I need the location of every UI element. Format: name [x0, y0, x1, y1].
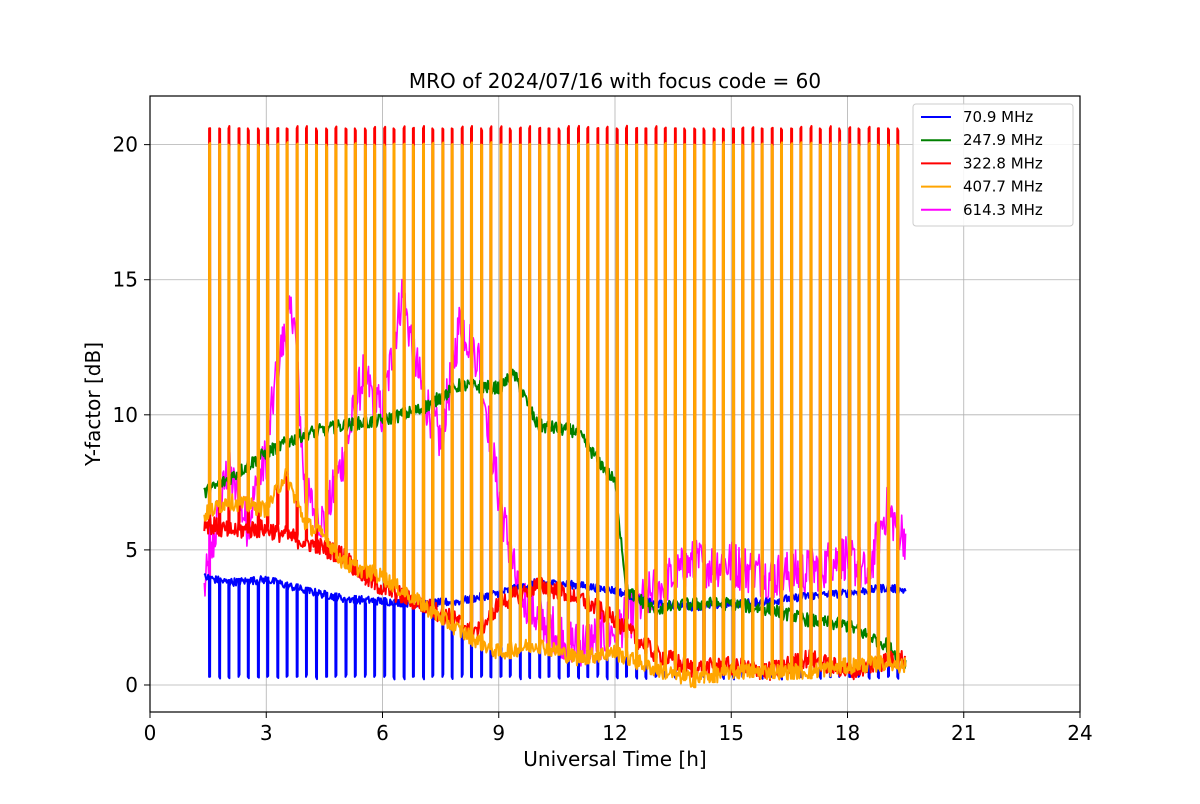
series-0 [203, 572, 907, 681]
y-tick-label: 15 [113, 268, 138, 292]
series-3 [203, 140, 907, 689]
legend-entry: 322.8 MHz [963, 154, 1043, 172]
y-tick-label: 0 [125, 673, 138, 697]
x-tick-label: 18 [835, 721, 860, 745]
series-1 [203, 368, 907, 670]
x-tick-label: 0 [144, 721, 157, 745]
legend-entry: 614.3 MHz [963, 201, 1043, 219]
series-line [203, 572, 907, 681]
chart-title: MRO of 2024/07/16 with focus code = 60 [409, 69, 821, 93]
x-axis-label: Universal Time [h] [523, 747, 706, 771]
x-tick-label: 9 [492, 721, 505, 745]
y-tick-label: 5 [125, 538, 138, 562]
series-group [203, 124, 907, 689]
legend-entry: 70.9 MHz [963, 108, 1033, 126]
x-tick-label: 6 [376, 721, 389, 745]
series-line [203, 368, 907, 670]
x-tick-label: 12 [602, 721, 627, 745]
y-tick-label: 20 [113, 133, 138, 157]
legend-box [912, 103, 1074, 227]
y-axis-label: Y-factor [dB] [81, 342, 105, 467]
legend: 70.9 MHz 247.9 MHz 322.8 MHz 407.7 MHz 6… [912, 103, 1074, 227]
x-tick-label: 24 [1067, 721, 1092, 745]
x-tick-label: 3 [260, 721, 273, 745]
legend-entry: 407.7 MHz [963, 178, 1043, 196]
legend-entry: 247.9 MHz [963, 131, 1043, 149]
series-line [203, 140, 907, 689]
x-tick-label: 21 [951, 721, 976, 745]
x-tick-label: 15 [719, 721, 744, 745]
tick-group: 0 3 6 9 12 15 18 21 24 0 5 10 15 20 [113, 133, 1093, 745]
y-tick-label: 10 [113, 403, 138, 427]
